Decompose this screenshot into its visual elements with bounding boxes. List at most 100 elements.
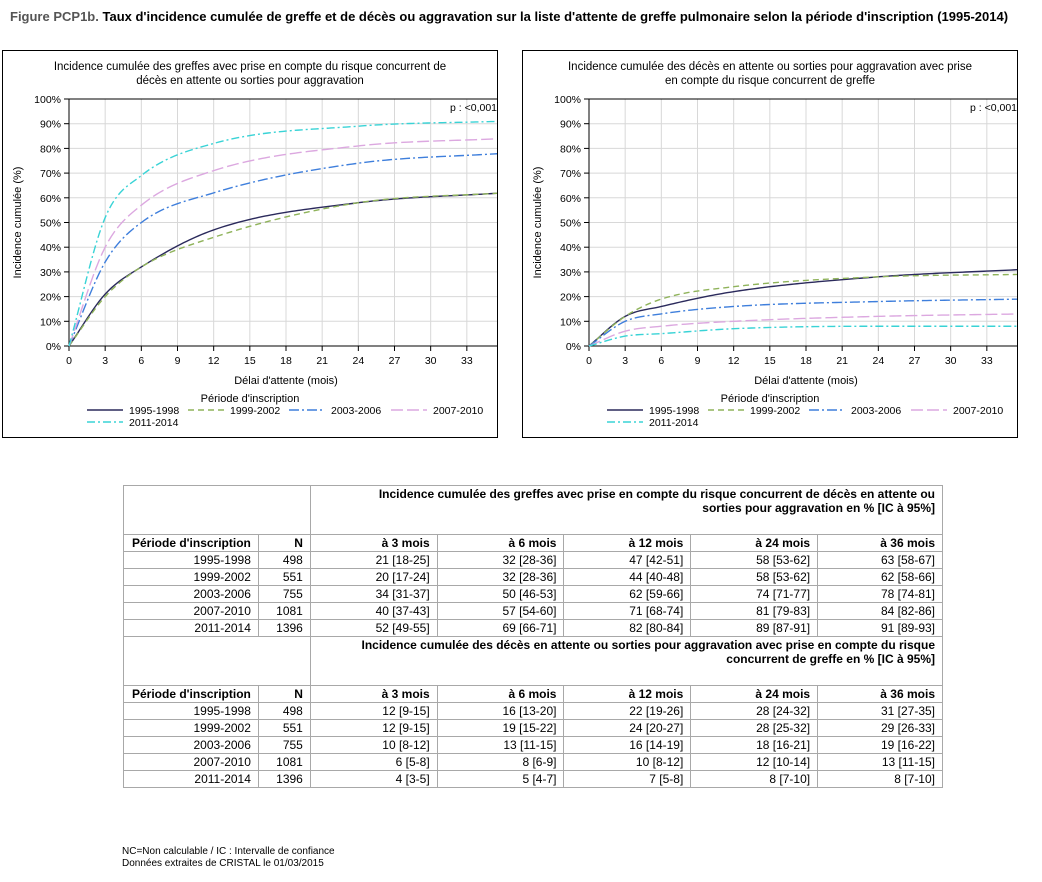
legend-label: 1995-1998 [649, 405, 699, 417]
figure-title-text: Taux d'incidence cumulée de greffe et de… [102, 9, 1009, 24]
x-tick-label: 18 [800, 355, 812, 367]
cell-value: 40 [37-43] [309, 602, 438, 620]
legend-label: 2011-2014 [649, 417, 699, 429]
cell-value: 69 [66-71] [436, 619, 565, 637]
y-tick-label: 0% [566, 341, 581, 353]
x-tick-label: 33 [461, 355, 473, 367]
y-tick-label: 80% [40, 143, 61, 155]
table-row: 1999-2002 551 12 [9-15] 19 [15-22] 24 [20-27… [123, 719, 943, 737]
x-axis-label: Délai d'attente (mois) [754, 375, 858, 387]
x-tick-label: 9 [695, 355, 701, 367]
cell-n: 1081 [257, 602, 311, 620]
figure-title: Figure PCP1b. Taux d'incidence cumulée d… [10, 9, 1035, 25]
y-axis-label: Incidence cumulée (%) [532, 167, 544, 279]
y-tick-label: 10% [560, 316, 581, 328]
column-header-time: à 36 mois [817, 685, 943, 703]
column-header-period: Période d'inscription [123, 685, 259, 703]
cell-period: 2003-2006 [123, 736, 259, 754]
column-header-time: à 6 mois [436, 534, 565, 552]
legend-label: 2011-2014 [129, 417, 179, 429]
cell-n: 551 [257, 568, 311, 586]
cell-value: 10 [8-12] [309, 736, 438, 754]
section-header: Incidence cumulée des greffes avec prise… [309, 485, 944, 535]
cell-value: 24 [20-27] [563, 719, 692, 737]
y-tick-label: 50% [40, 218, 61, 230]
cell-value: 21 [18-25] [309, 551, 438, 569]
figure-prefix: Figure PCP1b. [10, 9, 99, 24]
cell-value: 62 [58-66] [817, 568, 943, 586]
cell-n: 498 [257, 702, 311, 720]
y-tick-label: 60% [40, 193, 61, 205]
cell-n: 1081 [257, 753, 311, 771]
legend-label: 1995-1998 [129, 405, 179, 417]
y-tick-label: 10% [40, 316, 61, 328]
cell-period: 2007-2010 [123, 602, 259, 620]
y-tick-label: 50% [560, 218, 581, 230]
y-tick-label: 40% [40, 242, 61, 254]
cell-value: 16 [14-19] [563, 736, 692, 754]
cell-value: 62 [59-66] [563, 585, 692, 603]
cell-value: 71 [68-74] [563, 602, 692, 620]
cell-value: 82 [80-84] [563, 619, 692, 637]
series-line-1999-2002 [68, 192, 497, 347]
chart-panel-grafts: Incidence cumulée des greffes avec prise… [2, 50, 498, 438]
x-tick-label: 33 [981, 355, 993, 367]
cell-value: 12 [9-15] [309, 719, 438, 737]
legend-label: 2003-2006 [851, 405, 901, 417]
cell-period: 2011-2014 [123, 770, 259, 788]
x-tick-label: 18 [280, 355, 292, 367]
cell-value: 58 [53-62] [690, 568, 819, 586]
y-axis-label: Incidence cumulée (%) [12, 167, 24, 279]
chart-title-line: décès en attente ou sorties pour aggrava… [136, 75, 364, 87]
footnotes: NC=Non calculable / IC : Intervalle de c… [122, 846, 335, 870]
cell-value: 29 [26-33] [817, 719, 943, 737]
y-tick-label: 0% [46, 341, 61, 353]
footnote-abbrev: NC=Non calculable / IC : Intervalle de c… [122, 846, 335, 857]
column-header-time: à 6 mois [436, 685, 565, 703]
cell-value: 28 [24-32] [690, 702, 819, 720]
table-row: 2007-2010 1081 40 [37-43] 57 [54-60] 71 [68-… [123, 602, 943, 620]
x-tick-label: 24 [352, 355, 364, 367]
section-header-spacer [123, 636, 311, 686]
cell-value: 28 [25-32] [690, 719, 819, 737]
y-tick-label: 30% [560, 267, 581, 279]
chart-title-line: Incidence cumulée des greffes avec prise… [54, 61, 446, 73]
column-header-time: à 3 mois [309, 534, 438, 552]
cell-value: 81 [79-83] [690, 602, 819, 620]
y-tick-label: 70% [560, 168, 581, 180]
x-tick-label: 15 [764, 355, 776, 367]
y-tick-label: 100% [34, 94, 61, 106]
plot-frame [68, 98, 497, 347]
y-tick-label: 80% [560, 143, 581, 155]
table-row: 2011-2014 1396 52 [49-55] 69 [66-71] 82 [80-… [123, 619, 943, 637]
series-line-2007-2010 [588, 313, 1017, 347]
cell-value: 89 [87-91] [690, 619, 819, 637]
y-tick-label: 60% [560, 193, 581, 205]
cell-period: 1999-2002 [123, 719, 259, 737]
series-line-2003-2006 [588, 298, 1017, 347]
column-header-time: à 3 mois [309, 685, 438, 703]
column-header-time: à 24 mois [690, 685, 819, 703]
section-header-spacer [123, 485, 311, 535]
cell-value: 16 [13-20] [436, 702, 565, 720]
table-row: 1995-1998 498 21 [18-25] 32 [28-36] 47 [42-5… [123, 551, 943, 569]
series-line-2011-2014 [588, 325, 1017, 347]
legend-label: 2007-2010 [433, 405, 483, 417]
cell-value: 57 [54-60] [436, 602, 565, 620]
cell-value: 12 [9-15] [309, 702, 438, 720]
table-row: 2003-2006 755 34 [31-37] 50 [46-53] 62 [59-6… [123, 585, 943, 603]
cell-period: 2003-2006 [123, 585, 259, 603]
chart-title: Incidence cumulée des décès en attente o… [568, 61, 972, 87]
y-tick-label: 30% [40, 267, 61, 279]
chart-title: Incidence cumulée des greffes avec prise… [54, 61, 446, 87]
cell-value: 6 [5-8] [309, 753, 438, 771]
chart-title-line: en compte du risque concurrent de greffe [665, 75, 875, 87]
cell-n: 1396 [257, 770, 311, 788]
cell-value: 13 [11-15] [817, 753, 943, 771]
cell-n: 1396 [257, 619, 311, 637]
x-tick-label: 15 [244, 355, 256, 367]
p-value-annotation: p : <0,001 [450, 102, 497, 114]
y-tick-label: 40% [560, 242, 581, 254]
y-tick-label: 70% [40, 168, 61, 180]
